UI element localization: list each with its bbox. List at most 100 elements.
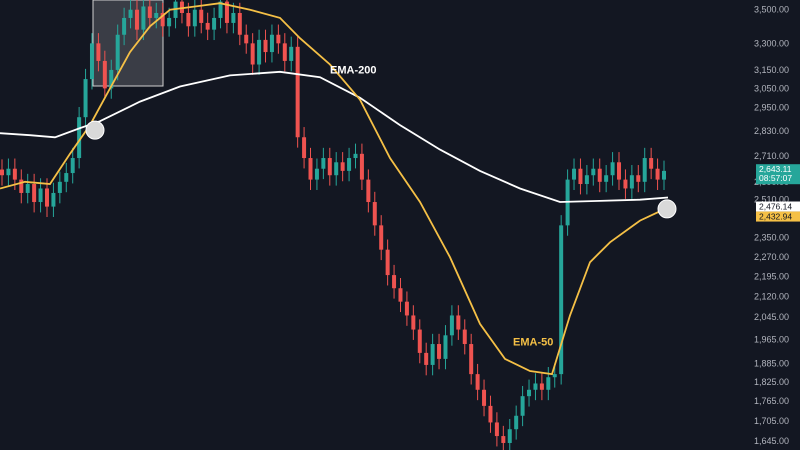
ema-200-line: [0, 70, 669, 203]
candle: [424, 342, 429, 376]
y-tick-label: 1,765.00: [754, 396, 789, 406]
candle: [449, 305, 454, 346]
candle: [218, 0, 223, 29]
candle: [655, 158, 660, 190]
candle: [276, 24, 281, 54]
svg-text:2,643.11: 2,643.11: [759, 164, 792, 174]
candle: [19, 169, 24, 204]
candle: [520, 385, 525, 427]
candle: [469, 333, 474, 385]
candle: [610, 152, 615, 186]
candle: [662, 160, 666, 190]
candle: [77, 106, 82, 169]
candle: [340, 152, 345, 182]
candle: [295, 36, 300, 148]
candle: [186, 2, 191, 37]
svg-text:2,476.14: 2,476.14: [759, 202, 792, 212]
candle: [327, 147, 332, 186]
candle: [314, 158, 319, 190]
svg-text:08:57:07: 08:57:07: [759, 173, 792, 183]
candle: [533, 373, 538, 401]
candle: [231, 2, 236, 34]
y-tick-label: 3,150.00: [754, 65, 789, 75]
candle: [482, 379, 487, 417]
svg-text:2,432.94: 2,432.94: [759, 212, 792, 222]
candle: [437, 333, 442, 370]
candle: [404, 291, 409, 326]
candle: [462, 319, 467, 355]
crossover-marker: [657, 199, 677, 219]
candle: [96, 33, 101, 72]
candle: [597, 158, 602, 193]
candle: [417, 319, 422, 364]
candle: [25, 173, 30, 204]
candle: [623, 169, 628, 199]
y-tick-label: 1,825.00: [754, 377, 789, 387]
candle: [321, 147, 326, 180]
y-tick-label: 2,120.00: [754, 291, 789, 301]
candle: [385, 239, 390, 286]
y-tick-label: 2,710.00: [754, 151, 789, 161]
candle: [269, 24, 274, 63]
candle: [257, 29, 262, 75]
candle: [102, 50, 107, 99]
candle: [572, 158, 577, 190]
ema-50-line: [0, 2, 669, 376]
candle: [6, 158, 11, 186]
y-tick-label: 1,885.00: [754, 358, 789, 368]
candle: [128, 0, 133, 29]
y-tick-label: 2,830.00: [754, 126, 789, 136]
candle: [224, 0, 229, 34]
candle: [456, 305, 461, 340]
candle: [366, 169, 371, 213]
y-tick-label: 2,350.00: [754, 232, 789, 242]
y-tick-label: 2,270.00: [754, 252, 789, 262]
candle: [64, 162, 69, 193]
candle: [475, 363, 480, 401]
candle: [559, 215, 564, 385]
candle: [392, 264, 397, 299]
candle: [591, 158, 596, 186]
candle: [372, 191, 377, 236]
candle: [70, 147, 75, 184]
candle: [636, 165, 641, 193]
ema-50-label: EMA-50: [513, 337, 553, 349]
y-tick-label: 1,705.00: [754, 416, 789, 426]
candle: [649, 147, 654, 180]
y-tick-label: 3,050.00: [754, 83, 789, 93]
candle: [51, 182, 56, 217]
candle: [115, 24, 120, 81]
candle: [353, 143, 358, 169]
candle: [212, 7, 217, 41]
candle: [507, 419, 512, 450]
candle: [205, 12, 210, 41]
candle: [167, 7, 172, 37]
candle: [89, 33, 94, 90]
candle: [160, 2, 165, 37]
price-badge: 2,432.94: [756, 211, 800, 222]
candle: [57, 171, 62, 204]
candle: [282, 33, 287, 72]
candle: [263, 29, 268, 63]
candle: [430, 333, 435, 376]
candle: [443, 325, 448, 370]
candle: [642, 147, 647, 193]
y-tick-label: 1,645.00: [754, 436, 789, 446]
candle: [488, 395, 493, 433]
candle: [308, 147, 313, 190]
candle: [514, 405, 519, 440]
y-tick-label: 2,510.00: [754, 195, 789, 205]
candle: [546, 367, 551, 401]
candle: [334, 152, 339, 186]
candle: [83, 68, 88, 128]
candle: [122, 7, 127, 46]
price-badge: 2,476.14: [756, 201, 800, 212]
candle: [244, 24, 249, 54]
y-tick-label: 1,965.00: [754, 335, 789, 345]
candle: [398, 278, 403, 313]
candle: [527, 379, 532, 407]
candle: [359, 143, 364, 190]
candle: [539, 373, 544, 401]
